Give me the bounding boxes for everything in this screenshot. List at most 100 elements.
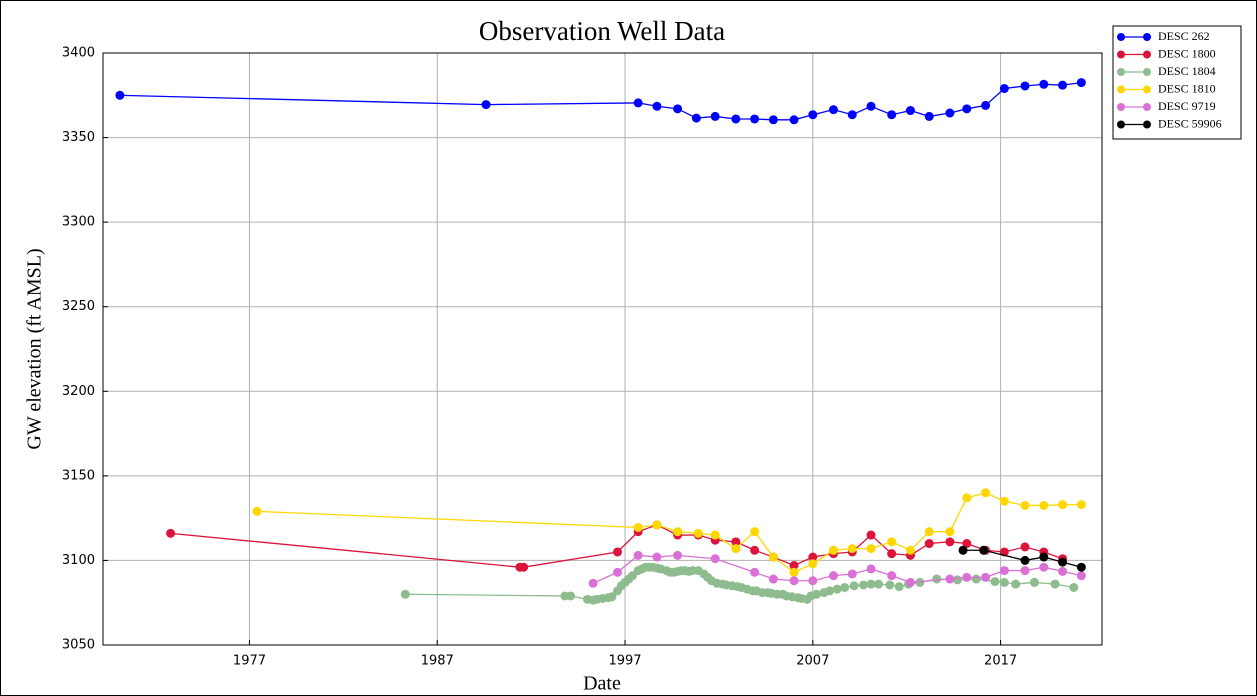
data-point [808, 559, 818, 569]
legend-marker [1143, 103, 1151, 111]
data-point [1076, 500, 1086, 510]
data-point [1039, 500, 1049, 510]
data-point [789, 567, 799, 577]
data-point [808, 110, 818, 120]
x-tick-label: 1997 [608, 654, 641, 669]
data-point [710, 530, 720, 540]
data-point [847, 569, 857, 579]
legend: DESC 262 DESC 1800 DESC 1804 DESC 1810 DESC … [1112, 25, 1242, 140]
data-point [932, 574, 942, 584]
data-point [847, 544, 857, 554]
data-point [1039, 562, 1049, 572]
x-axis-label: Date [583, 673, 621, 695]
legend-marker [1117, 50, 1125, 59]
data-point [1011, 579, 1021, 589]
data-point [400, 589, 410, 599]
data-point [1058, 500, 1068, 510]
data-point [789, 561, 799, 571]
data-point [731, 544, 741, 554]
plot [115, 78, 1086, 605]
data-point [962, 539, 972, 549]
legend-label: DESC 1804 [1158, 64, 1216, 78]
data-point [905, 545, 915, 555]
data-point [924, 539, 934, 549]
chart-title: Observation Well Data [479, 16, 725, 46]
legend-marker [1143, 50, 1151, 59]
data-point [1076, 571, 1086, 581]
y-axis-label: GW elevation (ft AMSL) [24, 248, 46, 449]
y-tick-label: 3400 [62, 46, 95, 61]
data-point [828, 571, 838, 581]
data-point [808, 552, 818, 562]
legend-marker [1117, 85, 1125, 94]
data-point [866, 579, 876, 589]
data-point [859, 580, 869, 590]
legend-marker [1143, 85, 1151, 94]
data-point [999, 496, 1009, 506]
x-tick-label: 2017 [984, 654, 1017, 669]
data-point [887, 110, 897, 120]
legend-marker [1117, 120, 1125, 129]
data-point [1069, 582, 1079, 592]
data-point [866, 544, 876, 554]
data-point [981, 488, 991, 498]
data-point [731, 537, 741, 547]
legend-marker [1143, 120, 1151, 129]
data-point [710, 554, 720, 564]
data-point [958, 545, 968, 555]
data-point [1020, 500, 1030, 510]
data-point [166, 528, 176, 538]
y-tick-label: 3100 [62, 553, 95, 568]
data-point [999, 566, 1009, 576]
data-point [519, 562, 529, 572]
y-tick-label: 3200 [62, 384, 95, 399]
data-point [812, 589, 822, 599]
data-point [979, 545, 989, 555]
data-point [945, 108, 955, 118]
data-point [652, 101, 662, 111]
data-point [828, 105, 838, 115]
data-point [588, 578, 598, 588]
data-point [1076, 562, 1086, 572]
data-point [693, 528, 703, 538]
data-point [566, 591, 576, 601]
legend-marker [1143, 68, 1151, 76]
data-point [924, 111, 934, 121]
legend-box [1112, 25, 1242, 140]
data-point [1020, 566, 1030, 576]
data-point [115, 90, 125, 100]
legend-label: DESC 59906 [1158, 116, 1222, 130]
data-point [768, 552, 778, 562]
x-tick-label: 1977 [233, 654, 266, 669]
data-point [1020, 555, 1030, 565]
data-point [768, 574, 778, 584]
legend-label: DESC 1810 [1158, 81, 1216, 95]
data-point [607, 592, 617, 602]
legend-marker [1143, 33, 1151, 41]
data-point [999, 577, 1009, 587]
data-point [1076, 78, 1086, 88]
data-point [962, 572, 972, 582]
data-point [924, 527, 934, 537]
x-tick-label: 1987 [421, 654, 454, 669]
data-point [1039, 79, 1049, 89]
data-point [1020, 81, 1030, 91]
data-point [840, 582, 850, 592]
data-point [962, 493, 972, 503]
data-point [885, 580, 895, 590]
data-point [789, 576, 799, 586]
data-point [849, 581, 859, 591]
data-point [633, 550, 643, 560]
data-point [887, 571, 897, 581]
data-point [633, 98, 643, 108]
data-point [252, 506, 262, 516]
data-point [652, 520, 662, 530]
y-tick-label: 3300 [62, 215, 95, 230]
data-point [887, 549, 897, 559]
data-point [874, 579, 884, 589]
data-point [750, 527, 760, 537]
data-point [825, 586, 835, 596]
data-point [945, 527, 955, 537]
legend-label: DESC 9719 [1158, 99, 1216, 113]
data-point [731, 114, 741, 124]
